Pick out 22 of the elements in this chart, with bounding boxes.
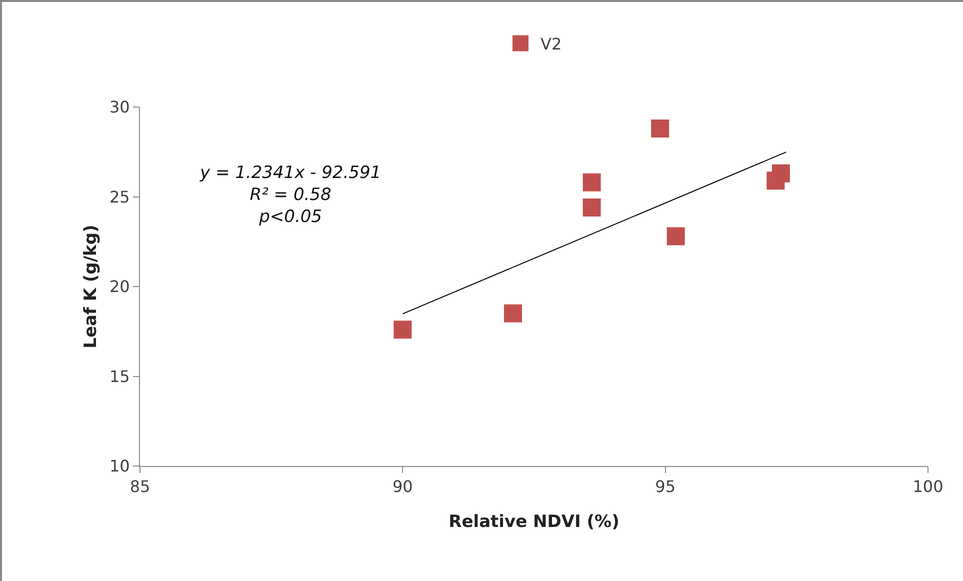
point <box>582 173 601 192</box>
y-tick-label: 20 <box>109 277 130 296</box>
annotation: p<0.05 <box>258 207 322 228</box>
point <box>772 164 790 182</box>
x-axis-title: Relative NDVI (%) <box>448 512 620 532</box>
annotation: R² = 0.58 <box>250 185 332 206</box>
x-tick-label: 95 <box>655 477 676 496</box>
y-tick-label: 25 <box>109 187 130 206</box>
y-tick-label: 30 <box>109 98 130 117</box>
x-tick-label: 90 <box>392 477 413 496</box>
y-axis-title: Leaf K (g/kg) <box>81 224 101 348</box>
y-tick-label: 10 <box>109 456 130 476</box>
x-tick-label: 100 <box>912 477 944 496</box>
point <box>394 320 412 339</box>
y-tick-label: 15 <box>109 366 130 386</box>
annotation: y = 1.2341x - 92.591 <box>199 163 382 183</box>
point <box>651 120 670 138</box>
x-tick-label: 85 <box>130 477 150 496</box>
point <box>582 198 601 217</box>
point <box>504 304 522 322</box>
legend-label: V2 <box>540 34 562 54</box>
point <box>666 227 685 246</box>
